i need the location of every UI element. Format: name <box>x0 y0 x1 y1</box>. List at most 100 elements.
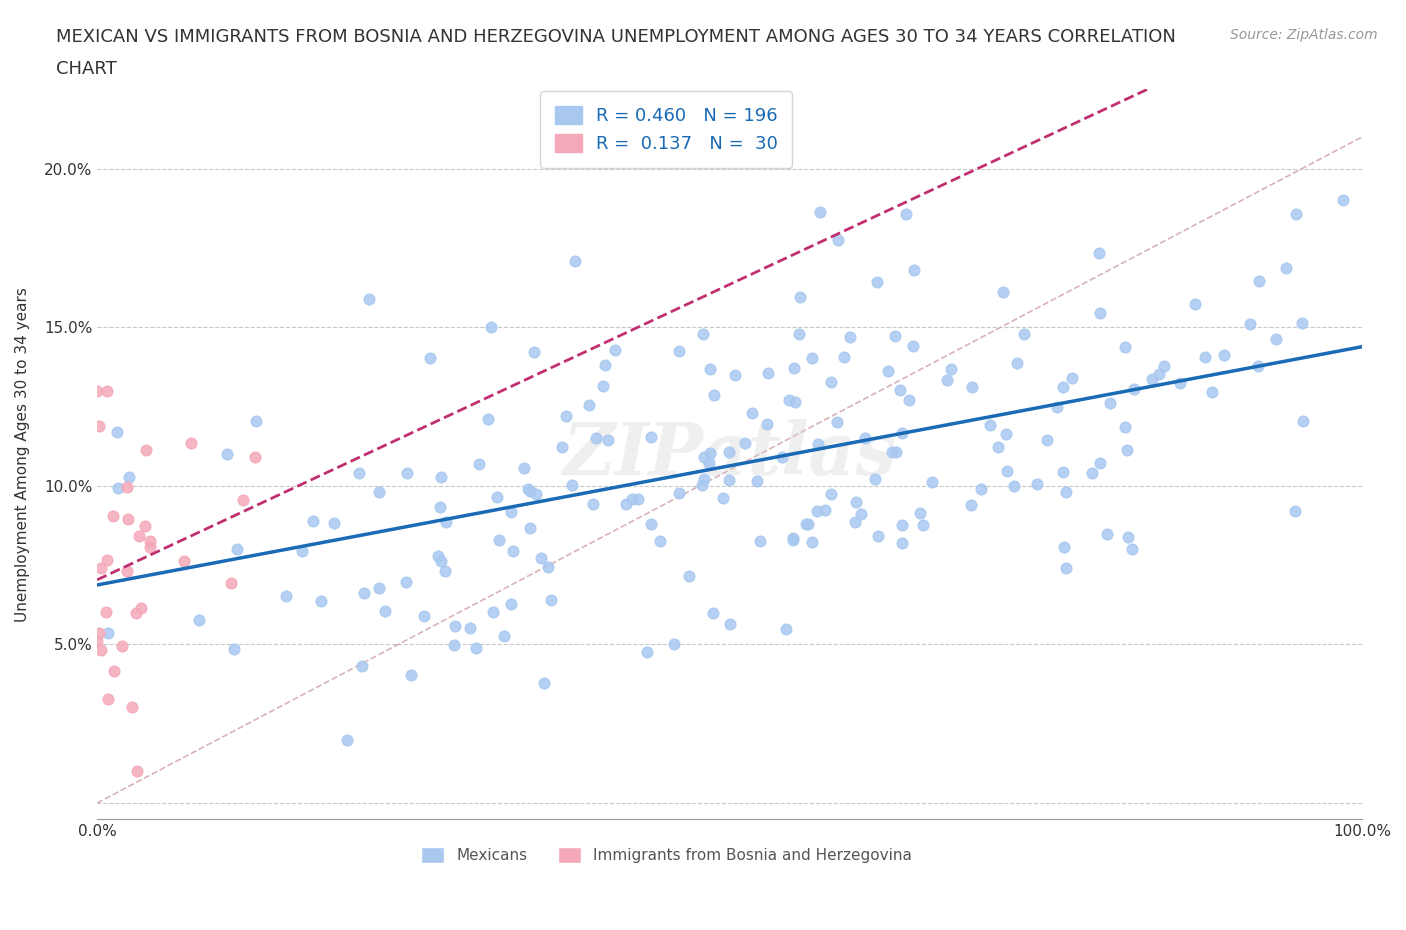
Mexicans <box>1247 358 1270 373</box>
Mexicans <box>291 544 314 559</box>
Mexicans <box>668 343 690 358</box>
Mexicans <box>443 618 465 633</box>
Mexicans <box>519 484 541 498</box>
Mexicans <box>540 592 562 607</box>
Mexicans <box>868 529 890 544</box>
Mexicans <box>1153 359 1175 374</box>
Mexicans <box>1275 260 1298 275</box>
Mexicans <box>1116 529 1139 544</box>
Mexicans <box>718 472 741 487</box>
Mexicans <box>596 432 619 447</box>
Text: ZIPatlas: ZIPatlas <box>562 418 897 489</box>
Immigrants from Bosnia and Herzegovina <box>96 552 118 567</box>
Immigrants from Bosnia and Herzegovina <box>96 383 118 398</box>
Mexicans <box>430 470 453 485</box>
Mexicans <box>783 361 806 376</box>
Mexicans <box>1081 466 1104 481</box>
Mexicans <box>468 457 491 472</box>
Mexicans <box>863 472 886 486</box>
Mexicans <box>1121 541 1143 556</box>
Mexicans <box>678 569 700 584</box>
Immigrants from Bosnia and Herzegovina <box>128 528 150 543</box>
Mexicans <box>614 497 637 512</box>
Mexicans <box>755 417 778 432</box>
Mexicans <box>778 393 800 408</box>
Mexicans <box>309 593 332 608</box>
Mexicans <box>1194 350 1216 365</box>
Mexicans <box>537 560 560 575</box>
Mexicans <box>1052 464 1074 479</box>
Mexicans <box>699 362 721 377</box>
Mexicans <box>519 520 541 535</box>
Mexicans <box>1087 246 1109 260</box>
Mexicans <box>530 551 553 565</box>
Mexicans <box>834 350 856 365</box>
Mexicans <box>711 491 734 506</box>
Mexicans <box>492 629 515 644</box>
Mexicans <box>1168 376 1191 391</box>
Mexicans <box>434 564 457 578</box>
Mexicans <box>523 345 546 360</box>
Mexicans <box>1099 395 1122 410</box>
Mexicans <box>827 415 849 430</box>
Mexicans <box>350 658 373 673</box>
Mexicans <box>970 481 993 496</box>
Mexicans <box>561 478 583 493</box>
Immigrants from Bosnia and Herzegovina <box>232 492 254 507</box>
Mexicans <box>699 445 721 460</box>
Mexicans <box>880 445 903 459</box>
Mexicans <box>621 491 644 506</box>
Immigrants from Bosnia and Herzegovina <box>117 512 139 526</box>
Mexicans <box>702 605 724 620</box>
Mexicans <box>1088 305 1111 320</box>
Mexicans <box>903 263 925 278</box>
Mexicans <box>1026 476 1049 491</box>
Mexicans <box>1114 419 1136 434</box>
Mexicans <box>551 439 574 454</box>
Mexicans <box>1331 193 1354 207</box>
Mexicans <box>477 412 499 427</box>
Immigrants from Bosnia and Herzegovina <box>86 633 108 648</box>
Mexicans <box>987 440 1010 455</box>
Mexicans <box>1123 382 1146 397</box>
Mexicans <box>1239 316 1261 331</box>
Mexicans <box>1116 443 1139 458</box>
Mexicans <box>336 732 359 747</box>
Immigrants from Bosnia and Herzegovina <box>111 639 134 654</box>
Text: CHART: CHART <box>56 60 117 78</box>
Mexicans <box>894 206 917 221</box>
Mexicans <box>1184 297 1206 312</box>
Mexicans <box>1095 526 1118 541</box>
Mexicans <box>555 408 578 423</box>
Mexicans <box>524 486 547 501</box>
Mexicans <box>499 597 522 612</box>
Mexicans <box>97 626 120 641</box>
Immigrants from Bosnia and Herzegovina <box>219 576 242 591</box>
Mexicans <box>187 613 209 628</box>
Mexicans <box>640 517 662 532</box>
Mexicans <box>844 514 866 529</box>
Mexicans <box>827 233 849 248</box>
Mexicans <box>807 437 830 452</box>
Mexicans <box>430 553 453 568</box>
Mexicans <box>745 474 768 489</box>
Mexicans <box>107 481 129 496</box>
Immigrants from Bosnia and Herzegovina <box>90 561 112 576</box>
Mexicans <box>357 291 380 306</box>
Mexicans <box>1035 432 1057 447</box>
Mexicans <box>853 431 876 445</box>
Mexicans <box>419 351 441 365</box>
Mexicans <box>274 589 297 604</box>
Mexicans <box>1291 414 1313 429</box>
Mexicans <box>1265 331 1288 346</box>
Mexicans <box>1114 339 1136 354</box>
Mexicans <box>782 533 804 548</box>
Mexicans <box>1285 206 1308 221</box>
Y-axis label: Unemployment Among Ages 30 to 34 years: Unemployment Among Ages 30 to 34 years <box>15 286 30 621</box>
Mexicans <box>413 608 436 623</box>
Mexicans <box>465 641 488 656</box>
Mexicans <box>692 327 714 342</box>
Mexicans <box>770 449 793 464</box>
Mexicans <box>1284 504 1306 519</box>
Mexicans <box>650 534 672 549</box>
